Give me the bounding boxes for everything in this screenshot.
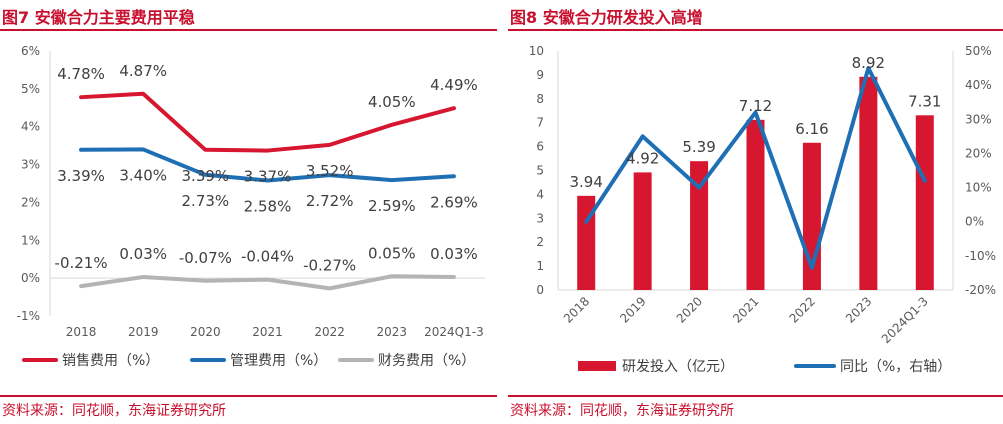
right-figure-title: 图8 安徽合力研发投入高增 (510, 8, 703, 27)
right-x-tick-label: 2022 (787, 294, 818, 325)
right-bar (859, 76, 878, 290)
right-y-left-tick-label: 9 (536, 68, 544, 82)
left-data-label: 3.37% (244, 168, 292, 186)
right-y-left-tick-label: 6 (536, 140, 544, 154)
left-legend-label: 管理费用（%） (230, 353, 327, 369)
left-data-label: 0.05% (368, 244, 416, 262)
right-bar-line-chart: 10987654321050%40%30%20%10%0%-10%-20%3.9… (529, 44, 996, 375)
left-x-tick-label: 2023 (377, 325, 408, 339)
right-y-right-tick-label: 10% (965, 181, 992, 195)
left-x-tick-label: 2021 (252, 325, 283, 339)
left-data-label: 4.49% (430, 76, 478, 94)
right-bar (633, 172, 652, 290)
left-data-label: 4.87% (119, 62, 167, 80)
left-figure-panel: 图7 安徽合力主要费用平稳 6% 5% 4% 3% 2% 1% 0% -1% 2018 2019 2… (0, 0, 497, 424)
left-data-label: 4.78% (57, 65, 105, 83)
right-bar (690, 161, 709, 290)
right-yoy-line (584, 66, 927, 270)
right-x-tick-label: 2019 (617, 294, 648, 325)
left-x-tick-label: 2024Q1-3 (424, 325, 484, 339)
right-y-right-tick-label: 30% (965, 112, 992, 126)
right-y-right-tick-label: 20% (965, 146, 992, 160)
right-y-left-tick-label: 7 (536, 116, 544, 130)
right-bar-value-label: 6.16 (795, 120, 828, 138)
left-data-label: 0.03% (430, 245, 478, 263)
left-series-line-1 (79, 91, 456, 153)
right-y-left-tick-label: 10 (529, 44, 544, 58)
right-source-divider (508, 395, 1003, 397)
left-data-label: 2.69% (430, 193, 478, 211)
right-figure-panel: 图8 安徽合力研发投入高增 10 9 8 7 6 5 4 3 2 1 0 50% 40% 30% 20% 10… (508, 0, 1003, 424)
left-x-tick-label: 2020 (190, 325, 221, 339)
left-y-tick-label: 2% (21, 195, 40, 209)
left-data-label: 0.03% (119, 245, 167, 263)
left-figure-title: 图7 安徽合力主要费用平稳 (2, 8, 195, 27)
right-y-left-tick-label: 1 (536, 259, 544, 273)
right-x-tick-label: 2023 (843, 294, 874, 325)
left-source-divider (0, 395, 497, 397)
right-bar (746, 119, 765, 290)
left-y-tick-label: 0% (21, 271, 40, 285)
left-title-divider (0, 29, 497, 31)
right-bar-value-label: 7.31 (908, 92, 941, 110)
left-x-tick-label: 2018 (66, 325, 97, 339)
left-legend-label: 销售费用（%） (62, 353, 159, 369)
left-data-label: 2.58% (244, 197, 292, 215)
left-data-label: -0.07% (179, 249, 232, 267)
left-y-tick-label: 5% (21, 82, 40, 96)
left-x-tick-label: 2019 (128, 325, 159, 339)
left-data-label: -0.27% (303, 256, 356, 274)
right-y-left-tick-label: 4 (536, 187, 544, 201)
left-y-tick-label: 3% (21, 158, 40, 172)
right-y-right-tick-label: -10% (965, 249, 996, 263)
right-x-tick-label: 2020 (674, 294, 705, 325)
right-bar (577, 195, 596, 290)
left-data-label: -0.21% (55, 254, 108, 272)
left-data-label: 4.05% (368, 93, 416, 111)
left-data-label: 3.40% (119, 166, 167, 184)
left-y-tick-label: -1% (17, 309, 40, 323)
right-x-tick-label: 2024Q1-3 (879, 294, 931, 346)
right-bar-value-label: 3.94 (570, 173, 603, 191)
right-y-left-tick-label: 8 (536, 92, 544, 106)
left-series-line-2 (79, 147, 456, 183)
right-y-left-tick-label: 2 (536, 235, 544, 249)
right-bar-value-label: 4.92 (626, 149, 659, 167)
left-y-tick-label: 1% (21, 233, 40, 247)
left-series-line-3 (79, 274, 456, 291)
right-y-right-tick-label: 0% (965, 215, 984, 229)
left-y-tick-label: 6% (21, 44, 40, 58)
right-legend-label: 研发投入（亿元） (622, 359, 734, 375)
left-data-label: -0.04% (241, 248, 294, 266)
right-source-note: 资料来源：同花顺，东海证券研究所 (510, 403, 734, 419)
left-data-label: 3.39% (182, 167, 230, 185)
left-data-label: 2.59% (368, 197, 416, 215)
right-y-left-tick-label: 3 (536, 211, 544, 225)
left-y-tick-label: 4% (21, 120, 40, 134)
left-data-label: 2.72% (306, 192, 354, 210)
left-legend-label: 财务费用（%） (378, 353, 475, 369)
right-bar (915, 115, 934, 290)
left-x-tick-label: 2022 (314, 325, 345, 339)
left-data-label: 2.73% (182, 192, 230, 210)
right-legend-bar-swatch (578, 361, 616, 371)
left-data-label: 3.39% (57, 167, 105, 185)
right-bar-value-label: 8.92 (852, 54, 885, 72)
right-y-left-tick-label: 5 (536, 164, 544, 178)
right-y-right-tick-label: 40% (965, 78, 992, 92)
left-line-chart: 6% 5% 4% 3% 2% 1% 0% -1% 2018 2019 2020 2021 2022 202… (17, 44, 485, 369)
left-source-note: 资料来源：同花顺，东海证券研究所 (2, 403, 226, 419)
right-y-left-tick-label: 0 (536, 283, 544, 297)
right-x-tick-label: 2018 (561, 294, 592, 325)
right-bar-value-label: 5.39 (682, 138, 715, 156)
right-legend-label: 同比（%，右轴） (840, 359, 951, 375)
right-bar-value-label: 7.12 (739, 97, 772, 115)
right-x-tick-label: 2021 (730, 294, 761, 325)
right-y-right-tick-label: -20% (965, 283, 996, 297)
right-title-divider (508, 29, 1003, 31)
right-y-right-tick-label: 50% (965, 44, 992, 58)
left-data-label: 3.52% (306, 162, 354, 180)
